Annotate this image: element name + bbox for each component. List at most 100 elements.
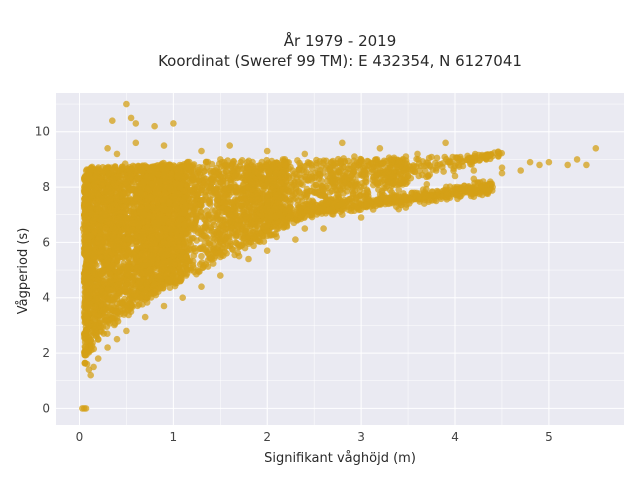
data-point <box>107 190 114 197</box>
data-point <box>106 270 114 277</box>
data-point <box>361 170 369 178</box>
data-point <box>216 230 224 238</box>
data-point <box>150 213 157 220</box>
data-point <box>325 166 332 173</box>
data-point <box>125 248 132 255</box>
data-point <box>231 181 238 189</box>
data-point <box>166 206 173 213</box>
data-point <box>450 165 458 172</box>
data-point <box>413 155 420 163</box>
data-point <box>265 169 273 177</box>
data-point <box>115 173 122 180</box>
data-point <box>382 175 390 183</box>
data-point <box>318 163 325 170</box>
data-point <box>245 240 253 247</box>
data-point <box>198 213 206 221</box>
data-point <box>235 217 242 224</box>
data-point <box>144 177 151 185</box>
data-point <box>125 259 132 267</box>
data-point <box>222 216 229 223</box>
data-point <box>171 211 179 218</box>
data-point <box>93 169 100 176</box>
data-point <box>382 184 389 192</box>
data-point <box>110 174 117 182</box>
data-point <box>201 222 209 230</box>
data-point <box>171 187 178 194</box>
data-point <box>82 344 89 351</box>
chart-subtitle: Koordinat (Sweref 99 TM): E 432354, N 61… <box>158 52 522 70</box>
data-point <box>102 224 110 232</box>
data-point <box>209 234 217 242</box>
data-point <box>382 169 390 176</box>
data-point <box>144 203 152 211</box>
data-point <box>242 169 249 177</box>
data-point <box>457 153 464 161</box>
data-point <box>120 254 127 261</box>
data-point <box>370 173 377 181</box>
data-point <box>425 173 432 180</box>
data-point <box>238 165 245 173</box>
data-point <box>351 167 358 175</box>
data-point <box>97 286 104 294</box>
data-point <box>416 167 423 174</box>
data-point <box>253 192 261 200</box>
data-point <box>250 233 258 241</box>
data-point <box>122 197 129 204</box>
data-point <box>295 178 302 186</box>
data-point <box>469 156 476 164</box>
data-point <box>295 166 303 173</box>
data-point <box>193 270 200 278</box>
data-point <box>274 199 281 206</box>
data-point <box>152 226 159 233</box>
data-point <box>168 171 175 179</box>
data-point <box>258 158 266 166</box>
data-point <box>164 267 171 275</box>
data-point <box>138 262 146 269</box>
data-point <box>374 181 382 188</box>
data-point <box>114 237 122 244</box>
data-point <box>241 226 249 233</box>
chart-title: År 1979 - 2019 <box>284 31 397 50</box>
data-point <box>264 192 271 199</box>
data-point <box>433 154 441 162</box>
data-point <box>241 195 248 202</box>
data-point <box>91 316 99 324</box>
data-point <box>240 234 248 242</box>
data-point <box>238 157 246 164</box>
data-point <box>193 192 201 199</box>
data-point <box>97 254 105 261</box>
data-point <box>85 349 93 356</box>
data-point <box>125 295 133 303</box>
data-point <box>312 162 320 169</box>
data-point <box>423 162 431 169</box>
data-point <box>279 169 286 176</box>
data-point <box>203 235 210 242</box>
data-point <box>241 244 249 252</box>
data-point <box>234 222 242 230</box>
data-point <box>112 228 119 235</box>
data-point <box>184 182 191 189</box>
data-point <box>232 231 239 239</box>
data-point <box>132 238 140 246</box>
data-point <box>233 239 240 247</box>
data-point <box>90 181 98 188</box>
data-point <box>310 183 318 190</box>
data-point <box>199 264 207 271</box>
data-point <box>211 212 219 220</box>
data-point <box>135 163 142 171</box>
data-point <box>119 163 126 170</box>
data-point <box>123 271 131 278</box>
data-point <box>244 158 251 166</box>
data-point <box>114 167 122 174</box>
data-point <box>83 327 90 334</box>
data-point <box>122 202 129 210</box>
data-point <box>340 155 348 162</box>
data-point <box>232 187 240 195</box>
data-point <box>291 190 299 198</box>
data-point <box>282 177 290 185</box>
data-point <box>196 184 204 192</box>
data-point <box>129 208 136 216</box>
data-point <box>207 254 215 262</box>
data-point <box>212 207 219 214</box>
data-point <box>256 238 264 245</box>
